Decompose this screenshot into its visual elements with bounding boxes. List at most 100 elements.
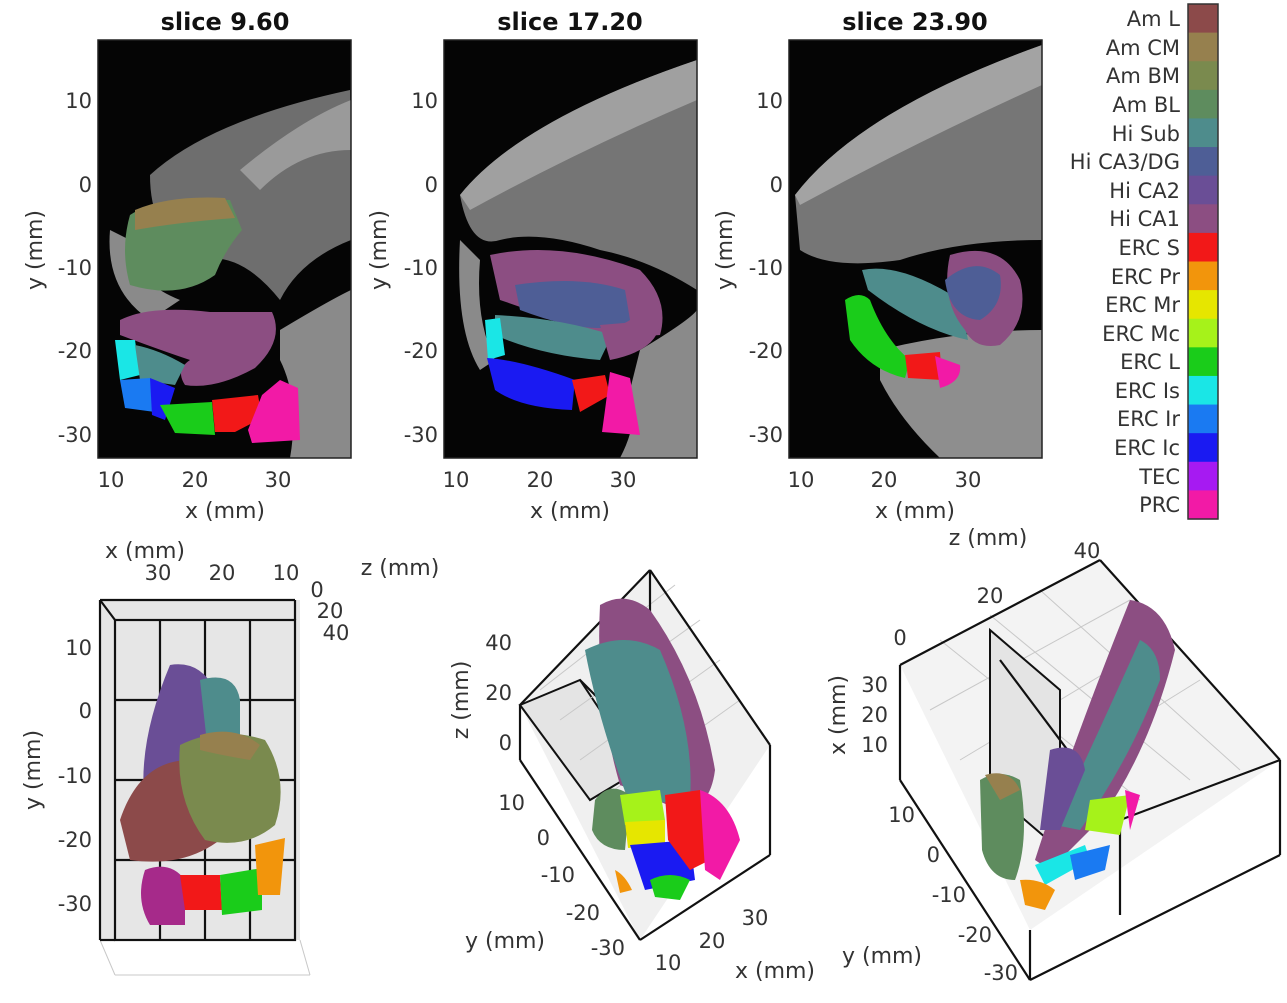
colorbar-swatch-16 xyxy=(1188,461,1218,491)
view3d-right-surfaces xyxy=(980,600,1175,910)
colorbar-swatch-1 xyxy=(1188,32,1218,62)
colorbar-swatch-13 xyxy=(1188,375,1218,406)
segment-prc-1 xyxy=(248,380,300,443)
view3d-mid-z-label: z (mm) xyxy=(449,661,474,740)
colorbar-swatches xyxy=(1188,4,1218,520)
segment-erc-l-1 xyxy=(160,402,215,435)
view3d-left-z-tick-20: 20 xyxy=(317,599,344,623)
colorbar-swatch-17 xyxy=(1188,490,1218,520)
surface-erc-s-mid xyxy=(665,790,710,870)
surface-am-bl-right xyxy=(980,774,1024,880)
brain-tissue-bright-1 xyxy=(240,100,351,190)
y-tick-2-0: 0 xyxy=(425,173,438,197)
y-tick-1-m20: -20 xyxy=(58,339,92,363)
y-tick-3-m20: -20 xyxy=(749,339,783,363)
slice-panel-2: slice 17.20 10 0 -10 -20 -30 10 20 30 x … xyxy=(367,8,698,524)
view3d-left-y-tick-m20: -20 xyxy=(58,828,92,852)
colorbar-label-erc-pr: ERC Pr xyxy=(1111,265,1180,289)
x-tick-1-30: 30 xyxy=(265,468,292,492)
view3d-mid-z-ticks: 40 20 0 xyxy=(485,631,512,755)
colorbar: Am L Am CM Am BM Am BL Hi Sub Hi CA3/DG … xyxy=(1070,3,1219,520)
view3d-left-x-ticks: 30 20 10 xyxy=(145,561,300,585)
brain-tissue-left-2 xyxy=(459,240,495,370)
x-tick-labels-2: 10 20 30 xyxy=(443,468,637,492)
x-tick-1-10: 10 xyxy=(98,468,125,492)
view3d-left-x-tick-30: 30 xyxy=(145,561,172,585)
x-tick-2-20: 20 xyxy=(527,468,554,492)
colorbar-swatch-3 xyxy=(1188,89,1218,120)
view3d-mid-x-tick-20: 20 xyxy=(699,929,726,953)
y-axis-label-3: y (mm) xyxy=(713,210,738,290)
colorbar-label-hi-ca3dg: Hi CA3/DG xyxy=(1070,150,1180,174)
x-tick-labels-3: 10 20 30 xyxy=(788,468,982,492)
surface-prc-left xyxy=(141,866,185,925)
segment-erc-is-1 xyxy=(115,340,140,380)
segment-hi-sub-3 xyxy=(862,268,968,340)
y-tick-3-10: 10 xyxy=(756,89,783,113)
segment-hi-sub-1 xyxy=(135,345,185,385)
segment-prc-2 xyxy=(602,372,640,435)
y-axis-label-1: y (mm) xyxy=(23,210,48,290)
surface-hi-sub-right xyxy=(1055,640,1160,830)
view3d-left-z-tick-0: 0 xyxy=(310,578,323,602)
view3d-left-y-tick-m30: -30 xyxy=(58,892,92,916)
y-tick-2-10: 10 xyxy=(411,89,438,113)
view3d-right-x-ticks: 30 20 10 xyxy=(861,673,888,757)
y-axis-label-2: y (mm) xyxy=(367,210,392,290)
surface-erc-mc-right xyxy=(1085,795,1130,835)
y-tick-3-0: 0 xyxy=(770,173,783,197)
view3d-left-z-ticks: 0 20 40 xyxy=(310,578,349,645)
x-tick-2-30: 30 xyxy=(610,468,637,492)
view3d-mid-x-label: x (mm) xyxy=(735,959,815,984)
colorbar-swatch-12 xyxy=(1188,347,1218,377)
view3d-left-x-tick-20: 20 xyxy=(209,561,236,585)
view3d-right-x-tick-10: 10 xyxy=(861,733,888,757)
colorbar-swatch-0 xyxy=(1188,4,1218,34)
slice-title-2: slice 17.20 xyxy=(497,8,643,36)
segment-hi-ca1-1 xyxy=(120,309,276,386)
colorbar-swatch-8 xyxy=(1188,232,1218,263)
view3d-right: z (mm) 0 20 40 x (mm) 30 20 10 10 0 -10 … xyxy=(826,526,1282,985)
colorbar-swatch-4 xyxy=(1188,118,1218,148)
y-tick-1-10: 10 xyxy=(65,89,92,113)
y-tick-labels-2: 10 0 -10 -20 -30 xyxy=(404,89,438,447)
view3d-left-y-tick-m10: -10 xyxy=(58,764,92,788)
y-tick-labels-1: 10 0 -10 -20 -30 xyxy=(58,89,92,447)
view3d-left-z-label: z (mm) xyxy=(361,556,440,581)
view3d-mid-y-ticks: 10 0 -10 -20 -30 xyxy=(498,791,625,960)
slice-axes-frame-3 xyxy=(788,39,1043,459)
view3d-right-z-tick-40: 40 xyxy=(1074,539,1101,563)
view3d-left-y-label: y (mm) xyxy=(21,730,46,810)
view3d-mid-x-tick-30: 30 xyxy=(742,906,769,930)
colorbar-label-am-bl: Am BL xyxy=(1112,93,1180,117)
colorbar-label-erc-ic: ERC Ic xyxy=(1114,436,1180,460)
colorbar-swatch-6 xyxy=(1188,175,1218,205)
view3d-right-z-tick-0: 0 xyxy=(893,626,906,650)
colorbar-swatch-5 xyxy=(1188,147,1218,177)
brain-tissue-bright-2 xyxy=(460,60,697,210)
view3d-right-z-ticks: 0 20 40 xyxy=(893,539,1100,650)
x-tick-labels-1: 10 20 30 xyxy=(98,468,292,492)
brain-tissue-bright-3 xyxy=(795,45,1042,205)
segment-erc-s-1 xyxy=(212,395,262,432)
slice-axes-frame-1 xyxy=(97,39,352,459)
view3d-left-y-tick-10: 10 xyxy=(65,636,92,660)
segment-prc-3 xyxy=(935,356,961,388)
colorbar-swatch-7 xyxy=(1188,204,1218,234)
surface-hi-ca2-right xyxy=(1040,747,1085,830)
x-tick-3-20: 20 xyxy=(871,468,898,492)
surface-erc-pr-mid xyxy=(615,870,632,893)
colorbar-labels: Am L Am CM Am BM Am BL Hi Sub Hi CA3/DG … xyxy=(1070,7,1181,517)
view3d-mid-y-tick-m10: -10 xyxy=(541,863,575,887)
surface-erc-ir-right xyxy=(1070,845,1110,880)
surface-erc-pr-left xyxy=(255,838,285,895)
segment-erc-ic-1 xyxy=(150,378,175,420)
segment-erc-ir-1 xyxy=(120,378,155,412)
view3d-right-z-tick-20: 20 xyxy=(977,584,1004,608)
surface-erc-mr-mid xyxy=(625,820,665,848)
colorbar-label-tec: TEC xyxy=(1138,465,1180,489)
colorbar-swatch-14 xyxy=(1188,404,1218,434)
x-tick-3-30: 30 xyxy=(955,468,982,492)
slice-title-3: slice 23.90 xyxy=(842,8,988,36)
view3d-right-z-label: z (mm) xyxy=(949,526,1028,551)
